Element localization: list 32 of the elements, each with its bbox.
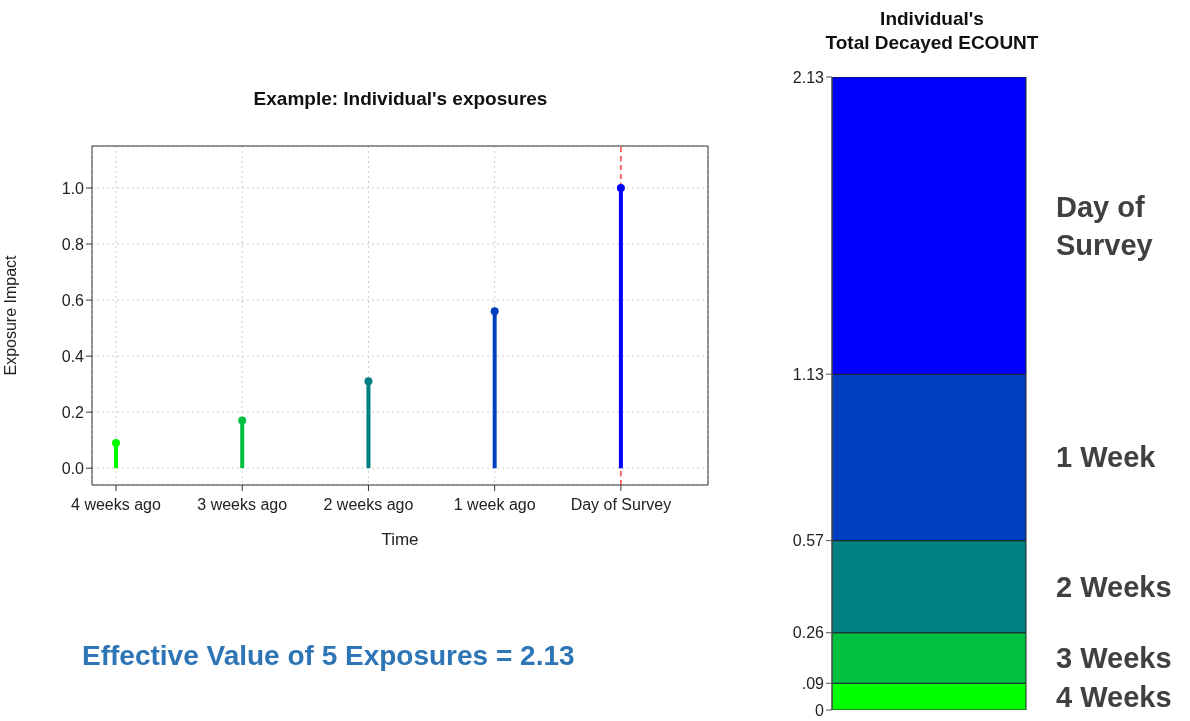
y-axis-title: Exposure Impact	[1, 254, 19, 376]
y-tick-label: 0.2	[61, 403, 85, 421]
series-label: 2 Weeks	[1056, 570, 1172, 603]
y-tick-label: 1.0	[61, 179, 85, 197]
y-tick-label: .09	[801, 674, 825, 692]
chart-title: Individual's Total Decayed ECOUNT	[824, 7, 1040, 55]
point	[490, 307, 499, 316]
series-label: 1 Week	[1056, 441, 1157, 474]
series-label: 4 Weeks	[1056, 680, 1172, 713]
y-tick-label: 2.13	[792, 68, 825, 86]
x-tick-label: 2 weeks ago	[323, 496, 414, 514]
x-tick-label: 4 weeks ago	[71, 496, 161, 514]
y-tick-label: 0.6	[61, 291, 85, 309]
series-label: Day of Survey	[1056, 190, 1153, 261]
x-tick-label: Day of Survey	[570, 496, 672, 514]
text: Effective Value of 5 Exposures = 2.13	[82, 640, 575, 672]
x-tick-label: 3 weeks ago	[197, 496, 288, 514]
x-axis-title: Time	[381, 530, 419, 549]
y-tick-label: 0.4	[61, 347, 85, 365]
point	[111, 438, 120, 447]
y-tick-label: 0.0	[61, 459, 85, 477]
point	[364, 377, 373, 386]
y-tick-label: 1.13	[792, 365, 825, 383]
series-label: 3 Weeks	[1056, 641, 1172, 674]
point	[616, 184, 625, 193]
x-tick-label: 1 week ago	[453, 496, 536, 514]
y-tick-label: 0.57	[792, 532, 825, 550]
y-tick-label: 0.26	[792, 624, 825, 642]
y-tick-label: 0.8	[61, 235, 85, 253]
point	[238, 416, 247, 425]
chart-title: Example: Individual's exposures	[252, 88, 549, 110]
y-tick-label: 0	[815, 701, 825, 719]
